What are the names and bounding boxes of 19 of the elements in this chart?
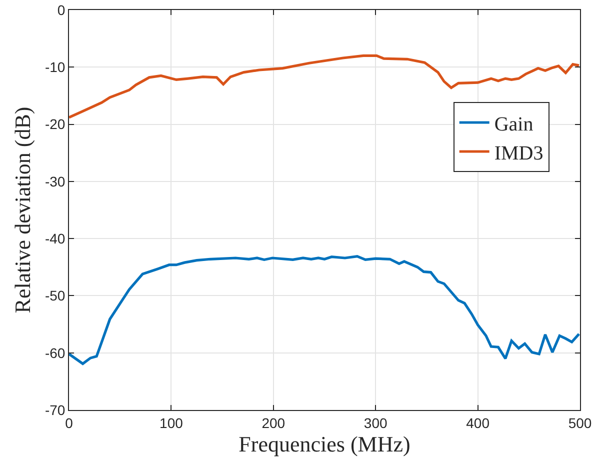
y-tick-label: -60 [44,344,66,361]
y-tick-label: 0 [57,2,66,18]
x-tick-label: 400 [466,414,490,431]
x-tick-label: 300 [364,414,388,431]
x-tick-label: 500 [568,414,592,431]
legend-label: Gain [494,113,534,136]
y-tick-label: -50 [44,288,66,304]
x-tick-label: 100 [160,414,184,431]
y-axis-title: Relative deviation (dB) [10,106,35,314]
line-series [69,254,580,366]
y-tick-label: -10 [44,59,66,76]
legend-label: IMD3 [494,142,544,164]
y-tick-label: -70 [44,402,66,418]
y-tick-label: -20 [44,116,66,132]
y-tick-label: -40 [44,230,66,246]
x-tick-label: 200 [262,414,286,431]
x-axis-title: Frequencies (MHz) [238,432,410,457]
line-series [69,54,580,119]
y-tick-label: -30 [44,173,66,190]
